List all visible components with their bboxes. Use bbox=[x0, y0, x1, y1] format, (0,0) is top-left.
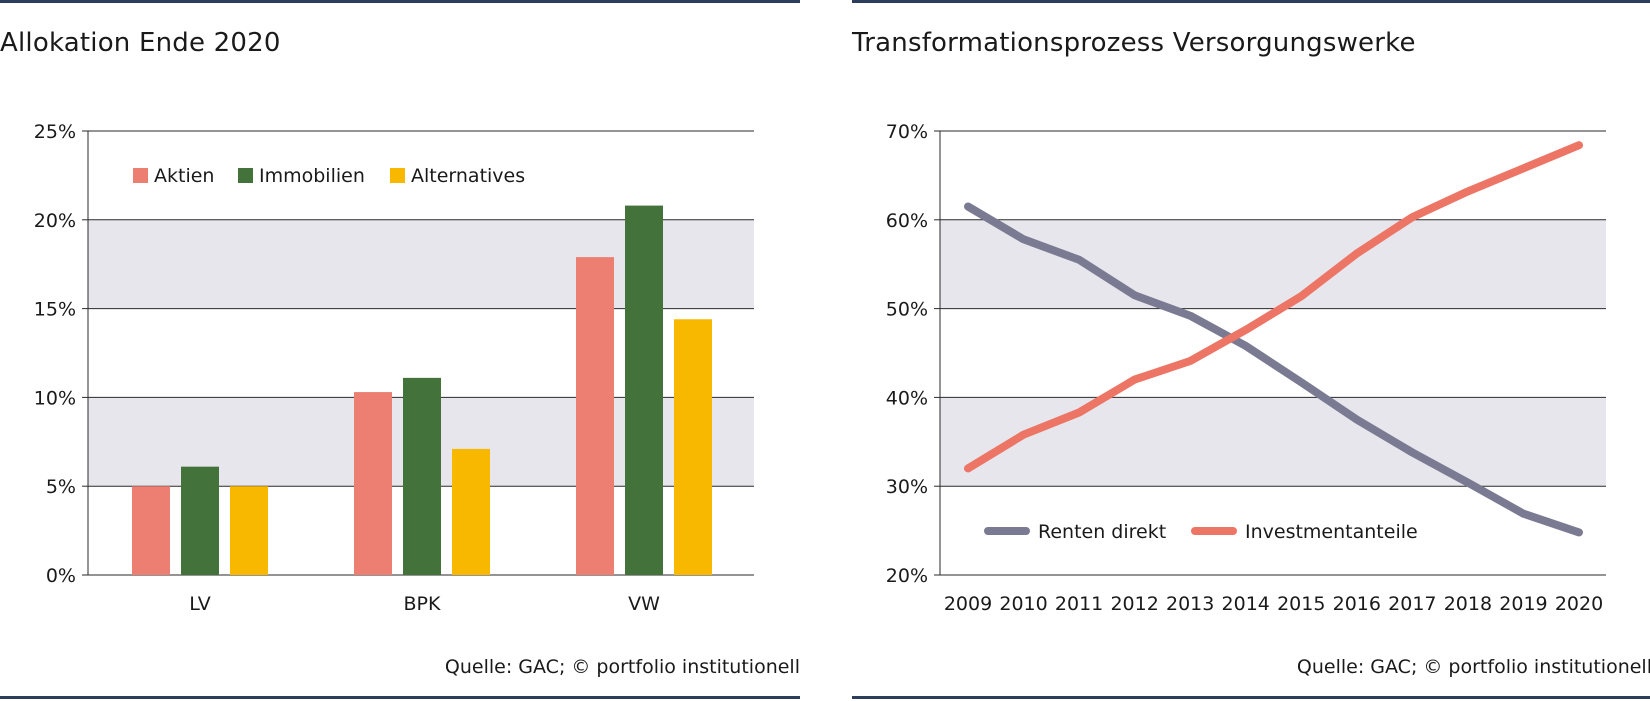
legend-label: Immobilien bbox=[259, 165, 365, 187]
bar-immobilien-lv bbox=[181, 466, 219, 575]
y-tick-label: 20% bbox=[886, 565, 928, 587]
bar-aktien-vw bbox=[576, 257, 614, 575]
grid-band bbox=[940, 397, 1606, 487]
panel-transformation: Transformationsprozess Versorgungswerke … bbox=[852, 0, 1650, 701]
x-tick-label: BPK bbox=[404, 593, 441, 615]
legend-swatch bbox=[133, 168, 148, 183]
bar-alternatives-lv bbox=[230, 486, 268, 575]
bar-chart: 0% 5% 10% 15% 20% 25% LV BPK VW Aktien Immobilien A… bbox=[34, 121, 754, 615]
bottom-rule bbox=[852, 696, 1650, 699]
chart-title: Transformationsprozess Versorgungswerke bbox=[852, 28, 1416, 58]
bottom-rule bbox=[0, 696, 800, 699]
legend-swatch bbox=[238, 168, 253, 183]
top-rule bbox=[852, 0, 1650, 3]
y-tick-label: 50% bbox=[886, 299, 928, 321]
source-note: Quelle: GAC; © portfolio institutionell bbox=[1296, 656, 1650, 678]
top-rule bbox=[0, 0, 800, 3]
y-tick-label: 15% bbox=[34, 299, 76, 321]
x-tick-label: 2020 bbox=[1555, 593, 1603, 615]
y-tick-label: 20% bbox=[34, 210, 76, 232]
legend-label: Renten direkt bbox=[1038, 521, 1166, 543]
x-tick-label: 2015 bbox=[1277, 593, 1325, 615]
x-tick-label: 2016 bbox=[1333, 593, 1381, 615]
y-tick-label: 0% bbox=[46, 565, 76, 587]
x-tick-label: 2018 bbox=[1444, 593, 1492, 615]
grid-band bbox=[940, 219, 1606, 309]
x-tick-label: LV bbox=[189, 593, 211, 615]
legend-label: Investmentanteile bbox=[1245, 521, 1418, 543]
y-tick-label: 40% bbox=[886, 387, 928, 409]
x-tick-label: 2017 bbox=[1388, 593, 1436, 615]
legend-label: Aktien bbox=[154, 165, 214, 187]
x-tick-label: 2019 bbox=[1499, 593, 1547, 615]
bar-alternatives-bpk bbox=[452, 448, 490, 575]
y-tick-label: 30% bbox=[886, 476, 928, 498]
bar-aktien-bpk bbox=[354, 392, 392, 575]
x-tick-label: 2012 bbox=[1110, 593, 1158, 615]
line-chart: 20% 30% 40% 50% 60% 70% 2009 2010 2011 2012 2013 20… bbox=[886, 121, 1606, 615]
x-tick-label: 2014 bbox=[1222, 593, 1270, 615]
series-line-investmentanteile bbox=[964, 141, 1583, 473]
y-tick-label: 5% bbox=[46, 476, 76, 498]
x-tick-label: 2011 bbox=[1055, 593, 1103, 615]
bar-immobilien-vw bbox=[625, 205, 663, 576]
y-tick-label: 25% bbox=[34, 121, 76, 143]
bar-immobilien-bpk bbox=[403, 377, 441, 575]
legend-label: Alternatives bbox=[411, 165, 525, 187]
panel-allokation: Allokation Ende 2020 0% 5% 10% 15% 20% 25% LV B… bbox=[0, 0, 800, 701]
bar-alternatives-vw bbox=[674, 319, 712, 575]
series-line-renten-direkt bbox=[964, 202, 1583, 537]
chart-title: Allokation Ende 2020 bbox=[0, 28, 281, 58]
y-tick-label: 10% bbox=[34, 387, 76, 409]
x-tick-label: VW bbox=[628, 593, 660, 615]
x-tick-label: 2010 bbox=[999, 593, 1047, 615]
y-tick-label: 70% bbox=[886, 121, 928, 143]
y-tick-label: 60% bbox=[886, 210, 928, 232]
source-note: Quelle: GAC; © portfolio institutionell bbox=[444, 656, 800, 678]
legend-swatch bbox=[390, 168, 405, 183]
x-tick-label: 2009 bbox=[944, 593, 992, 615]
bar-aktien-lv bbox=[132, 486, 170, 575]
x-tick-label: 2013 bbox=[1166, 593, 1214, 615]
